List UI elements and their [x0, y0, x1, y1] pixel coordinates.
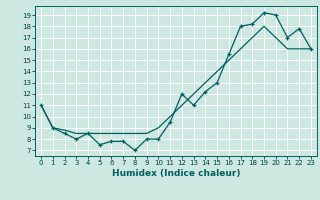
X-axis label: Humidex (Indice chaleur): Humidex (Indice chaleur): [112, 169, 240, 178]
